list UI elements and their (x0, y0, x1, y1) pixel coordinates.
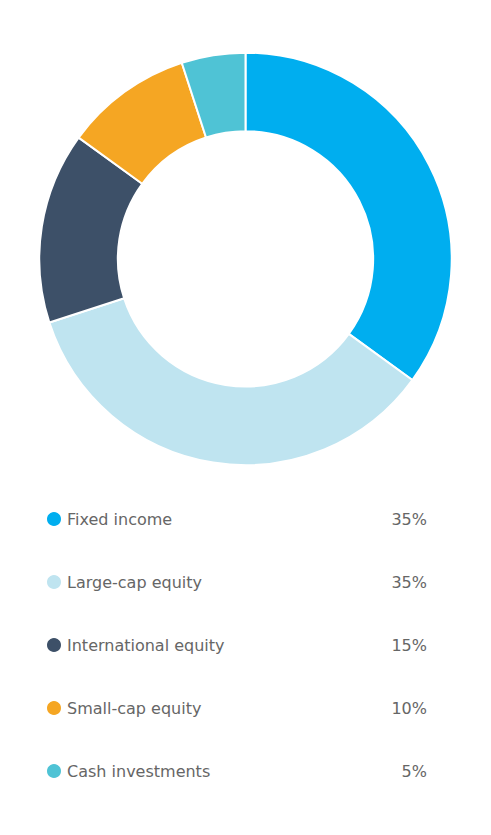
svg-text:35%: 35% (391, 510, 427, 529)
svg-text:15%: 15% (391, 636, 427, 655)
svg-text:Fixed income: Fixed income (67, 510, 172, 529)
svg-text:Large-cap equity: Large-cap equity (67, 573, 202, 592)
svg-text:5%: 5% (402, 762, 427, 781)
svg-text:10%: 10% (391, 699, 427, 718)
svg-text:Small-cap equity: Small-cap equity (67, 699, 201, 718)
svg-text:International equity: International equity (67, 636, 225, 655)
svg-text:35%: 35% (391, 573, 427, 592)
svg-text:Cash investments: Cash investments (67, 762, 210, 781)
